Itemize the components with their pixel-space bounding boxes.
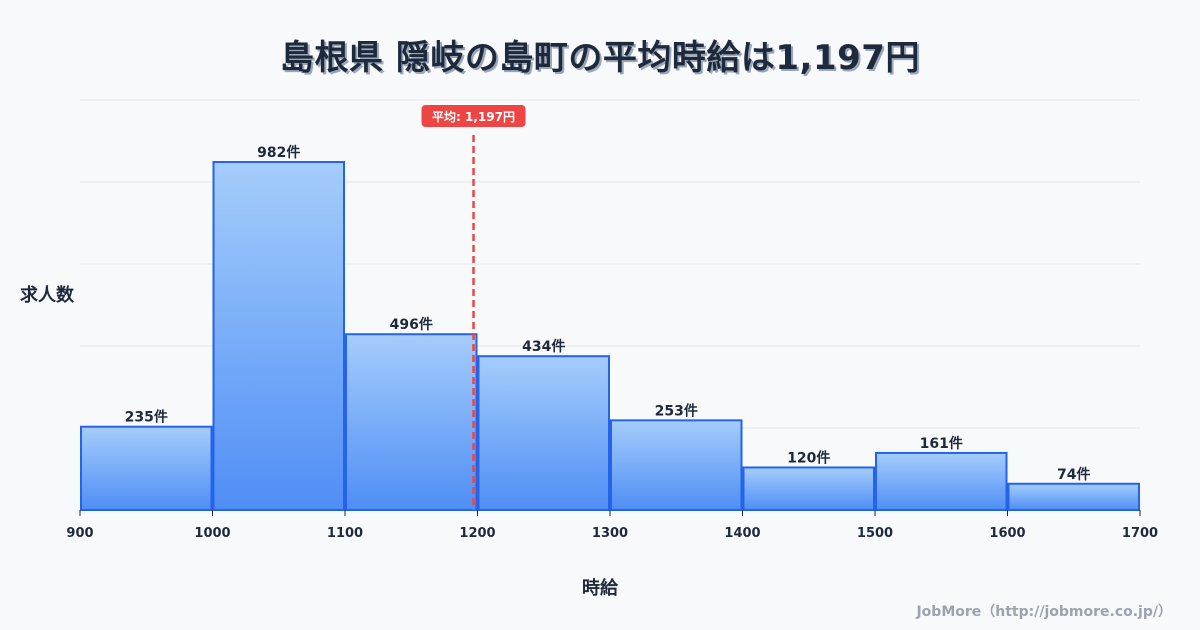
bar-value-label: 74件 — [1057, 466, 1090, 483]
x-tick-label: 900 — [66, 526, 93, 541]
x-axis-ticks: 900 1000 1100 1200 1300 1400 1500 1600 1700 — [66, 510, 1158, 541]
bar-value-label: 982件 — [257, 144, 300, 161]
bars: 235件 982件 496件 434件 253件 120件 161件 74件 — [80, 144, 1140, 512]
y-axis-label: 求人数 — [20, 285, 74, 306]
x-axis-label: 時給 — [582, 578, 618, 599]
histogram-bar — [875, 451, 1008, 511]
bar-value-label: 253件 — [655, 402, 698, 419]
chart-title: 島根県 隠岐の島町の平均時給は1,197円 — [280, 38, 920, 78]
x-tick-label: 1200 — [459, 526, 495, 541]
x-tick-label: 1300 — [592, 526, 628, 541]
average-badge — [421, 105, 526, 127]
histogram-bar — [345, 333, 478, 511]
histogram-bar — [742, 466, 875, 511]
x-tick-label: 1600 — [989, 526, 1025, 541]
x-tick-label: 1500 — [857, 526, 893, 541]
source-credit: JobMore（http://jobmore.co.jp/） — [916, 604, 1172, 620]
x-tick-label: 1400 — [724, 526, 760, 541]
x-tick-label: 1000 — [194, 526, 230, 541]
average-badge-label: 平均: 1,197円 — [432, 109, 515, 124]
x-tick-label: 1700 — [1122, 526, 1158, 541]
histogram-bar — [610, 419, 743, 512]
histogram-bar — [80, 425, 213, 511]
histogram-bar — [1007, 482, 1140, 511]
bar-value-label: 434件 — [522, 338, 565, 355]
average-marker: 平均: 1,197円 — [421, 105, 526, 510]
x-tick-label: 1100 — [327, 526, 363, 541]
bar-value-label: 120件 — [787, 449, 830, 466]
bar-value-label: 235件 — [125, 409, 168, 426]
bar-value-label: 161件 — [920, 435, 963, 452]
histogram-bar — [212, 161, 345, 511]
bar-value-label: 496件 — [390, 316, 433, 333]
histogram-bar — [477, 355, 610, 512]
